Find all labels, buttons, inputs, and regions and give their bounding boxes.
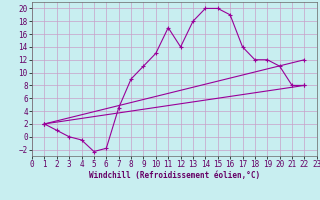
X-axis label: Windchill (Refroidissement éolien,°C): Windchill (Refroidissement éolien,°C) — [89, 171, 260, 180]
